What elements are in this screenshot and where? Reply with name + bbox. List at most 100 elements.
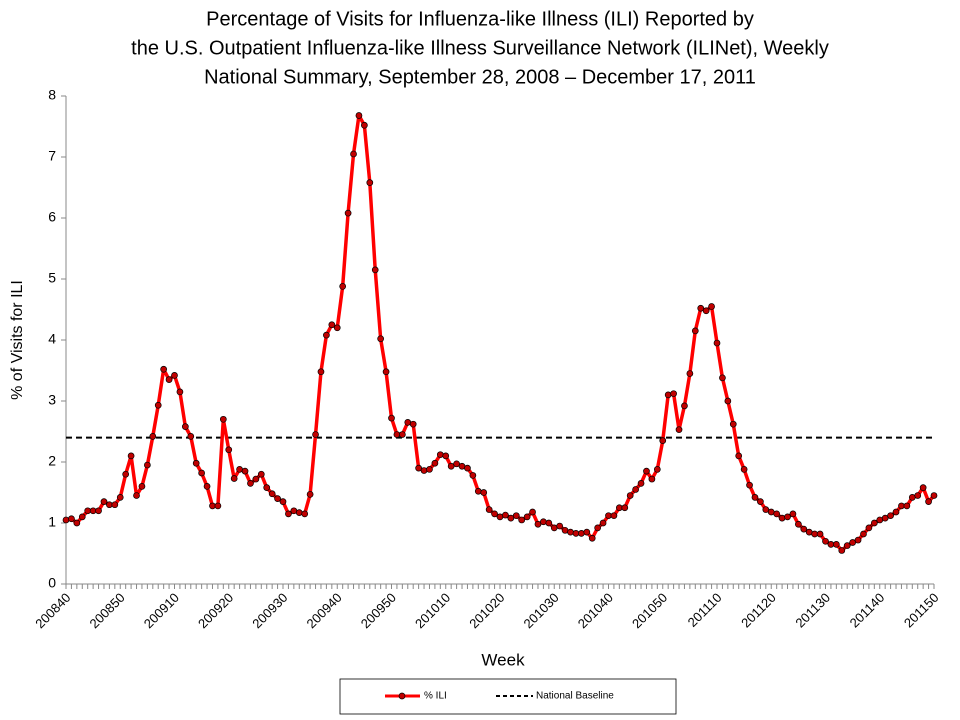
data-point <box>854 536 862 544</box>
data-point <box>653 465 661 473</box>
data-point <box>182 423 189 430</box>
chart-title: the U.S. Outpatient Influenza-like Illne… <box>131 37 829 59</box>
data-point <box>388 414 395 422</box>
x-tick-label: 200930 <box>249 590 290 631</box>
data-point <box>681 402 688 410</box>
data-point <box>903 502 911 510</box>
data-point <box>691 327 699 335</box>
data-point <box>578 530 585 537</box>
data-point <box>377 335 384 343</box>
data-point <box>285 510 292 518</box>
data-point <box>95 507 102 515</box>
x-tick-label: 201030 <box>521 590 562 631</box>
data-point <box>599 519 607 527</box>
data-point <box>887 512 894 520</box>
data-point <box>724 397 732 405</box>
data-point <box>230 475 238 482</box>
data-point <box>133 492 140 499</box>
data-point <box>149 433 157 440</box>
data-point <box>746 481 753 489</box>
data-point <box>865 524 873 532</box>
data-point <box>632 486 639 493</box>
data-point <box>648 475 656 483</box>
data-point <box>800 525 808 533</box>
data-point <box>502 511 509 519</box>
data-point <box>480 489 488 496</box>
data-point <box>583 528 591 536</box>
data-point <box>919 484 927 491</box>
data-point <box>784 513 791 521</box>
data-point <box>735 452 743 460</box>
data-point <box>176 388 184 396</box>
data-point <box>144 461 151 469</box>
data-point <box>350 150 357 158</box>
data-point <box>518 516 526 524</box>
y-tick-label: 8 <box>48 87 56 103</box>
data-point <box>643 467 650 475</box>
x-tick-label: 201120 <box>738 590 779 631</box>
data-point <box>301 510 309 518</box>
data-point <box>453 460 460 468</box>
x-tick-label: 201040 <box>575 590 616 631</box>
data-point <box>100 498 108 505</box>
data-point <box>138 483 146 490</box>
data-point <box>860 530 867 538</box>
y-tick-label: 7 <box>48 148 56 164</box>
data-point <box>610 512 618 520</box>
x-axis-label: Week <box>481 650 525 669</box>
data-point <box>241 467 249 475</box>
data-point <box>436 451 444 459</box>
data-point <box>849 539 856 546</box>
data-point <box>469 472 477 479</box>
data-point <box>295 509 303 516</box>
data-point <box>881 514 889 522</box>
data-point <box>664 391 672 399</box>
legend-label: National Baseline <box>536 691 614 702</box>
data-point <box>697 304 705 312</box>
data-point <box>247 480 254 487</box>
data-point <box>116 494 124 501</box>
data-point <box>399 431 406 438</box>
data-point <box>214 502 222 510</box>
data-point <box>442 452 450 460</box>
y-tick-label: 3 <box>48 392 56 408</box>
data-point <box>740 465 748 473</box>
data-point <box>160 365 167 373</box>
y-tick-label: 0 <box>48 575 56 591</box>
x-tick-label: 201130 <box>792 590 833 631</box>
data-point <box>925 498 932 505</box>
data-point <box>420 467 428 474</box>
y-tick-label: 4 <box>48 331 56 347</box>
data-point <box>171 372 178 379</box>
data-point <box>588 534 596 542</box>
data-point <box>778 514 786 522</box>
x-tick-label: 200940 <box>304 590 345 631</box>
data-point <box>594 524 602 532</box>
data-point <box>757 498 764 505</box>
data-point <box>892 508 900 516</box>
data-point <box>686 370 694 377</box>
data-point <box>328 321 336 329</box>
data-point <box>702 307 710 315</box>
data-point <box>78 513 86 521</box>
y-tick-label: 1 <box>48 514 56 530</box>
data-point <box>154 401 162 409</box>
data-point <box>816 530 824 538</box>
data-point <box>415 464 422 472</box>
data-point <box>361 121 368 129</box>
data-point <box>187 433 195 440</box>
x-tick-label: 200850 <box>87 590 128 631</box>
data-point <box>431 459 439 467</box>
data-point <box>111 501 119 509</box>
data-point <box>485 506 493 513</box>
data-point <box>713 339 721 347</box>
data-point <box>263 484 271 491</box>
data-point <box>225 446 233 454</box>
data-point <box>447 462 455 470</box>
x-tick-label: 200840 <box>32 590 73 631</box>
x-tick-label: 200910 <box>141 590 182 631</box>
data-point <box>371 266 379 274</box>
data-point <box>838 547 846 554</box>
data-point <box>382 368 390 376</box>
